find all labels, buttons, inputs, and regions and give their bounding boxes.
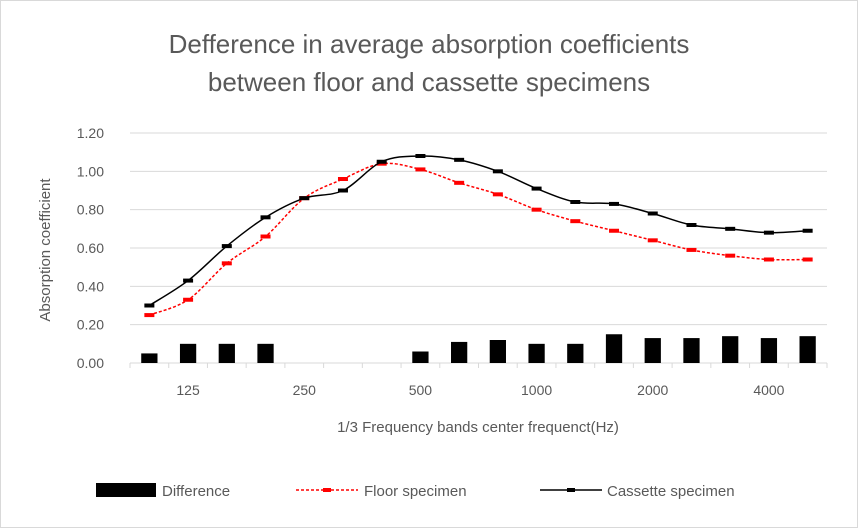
floor-point <box>609 228 620 233</box>
legend-label-cassette: Cassette specimen <box>607 483 735 500</box>
cassette-point <box>299 196 310 201</box>
cassette-point <box>531 186 542 191</box>
y-tick-label: 0.80 <box>77 202 104 218</box>
floor-point <box>725 253 736 258</box>
series-lines <box>144 154 813 318</box>
difference-bar <box>451 341 468 363</box>
difference-bar <box>722 336 739 363</box>
legend-label-floor: Floor specimen <box>364 483 467 500</box>
y-tick-label: 0.20 <box>77 317 104 333</box>
x-tick-label: 500 <box>409 382 433 398</box>
floor-point <box>260 234 271 239</box>
x-tick-label: 250 <box>293 382 317 398</box>
x-tick-label: 125 <box>176 382 200 398</box>
difference-bar <box>257 343 274 363</box>
cassette-point <box>763 230 774 235</box>
cassette-point <box>454 157 465 162</box>
floor-point <box>221 261 232 266</box>
y-axis-ticks: 0.00 0.20 0.40 0.60 0.80 1.00 1.20 <box>77 125 104 371</box>
floor-point <box>647 238 658 243</box>
y-tick-label: 1.20 <box>77 125 104 141</box>
x-axis-ticks: 125 250 500 1000 2000 4000 <box>176 382 784 398</box>
difference-bar <box>799 336 816 363</box>
chart-title-line-1: Defference in average absorption coeffic… <box>169 29 690 59</box>
difference-bar <box>218 343 235 363</box>
cassette-point <box>609 201 620 206</box>
floor-point <box>144 313 155 318</box>
floor-point <box>570 219 581 224</box>
cassette-point <box>492 169 503 174</box>
cassette-point <box>647 211 658 216</box>
cassette-series-line <box>148 155 808 307</box>
x-tick-label: 1000 <box>521 382 552 398</box>
cassette-point <box>337 188 348 193</box>
cassette-point <box>686 223 697 227</box>
floor-series-line <box>149 162 808 316</box>
floor-point <box>763 257 774 262</box>
chart-title: Defference in average absorption coeffic… <box>169 29 690 97</box>
difference-bar <box>605 334 623 363</box>
legend-swatch-difference <box>96 483 156 497</box>
cassette-point <box>376 159 387 164</box>
difference-bar <box>412 351 429 363</box>
cassette-point <box>802 228 813 233</box>
difference-bar <box>489 340 506 363</box>
difference-bars <box>141 334 816 363</box>
y-tick-label: 0.60 <box>77 240 104 256</box>
cassette-point <box>144 303 155 308</box>
chart-title-line-2: between floor and cassette specimens <box>208 67 650 97</box>
y-tick-label: 1.00 <box>77 163 104 179</box>
difference-bar <box>760 338 778 363</box>
difference-bar <box>528 343 545 363</box>
legend-marker-cassette <box>567 488 575 492</box>
gridlines <box>129 132 828 368</box>
floor-point <box>454 180 465 185</box>
difference-bar <box>644 338 661 363</box>
y-axis-label: Absorption coefficient <box>37 178 54 322</box>
x-axis-label: 1/3 Frequency bands center frequenct(Hz) <box>337 419 619 436</box>
cassette-point <box>725 226 736 231</box>
floor-point <box>686 247 697 252</box>
cassette-point <box>183 278 194 283</box>
floor-point <box>492 192 503 197</box>
difference-bar <box>567 343 584 363</box>
floor-point <box>415 167 426 172</box>
cassette-point <box>221 244 232 249</box>
difference-bar <box>179 343 197 363</box>
difference-bar <box>683 338 700 363</box>
floor-point <box>531 207 542 212</box>
cassette-point <box>260 215 271 220</box>
floor-point <box>337 177 348 181</box>
x-tick-label: 4000 <box>753 382 784 398</box>
legend: Difference Floor specimen Cassette speci… <box>96 483 735 500</box>
floor-point <box>802 257 813 262</box>
difference-bar <box>141 353 158 363</box>
legend-label-difference: Difference <box>162 483 230 500</box>
legend-marker-floor <box>323 488 331 492</box>
y-tick-label: 0.00 <box>77 355 104 371</box>
floor-point <box>183 297 194 302</box>
cassette-point <box>570 200 581 204</box>
cassette-point <box>415 154 426 158</box>
x-tick-label: 2000 <box>637 382 668 398</box>
y-tick-label: 0.40 <box>77 278 104 294</box>
